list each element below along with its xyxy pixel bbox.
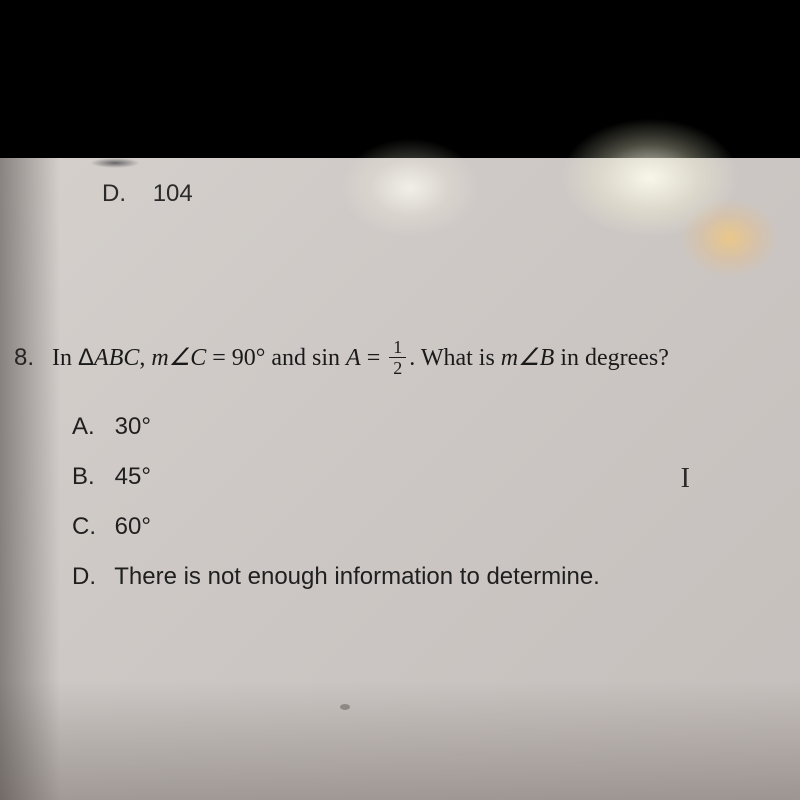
- question-suffix: in degrees?: [554, 345, 669, 371]
- fraction-denominator: 2: [389, 358, 406, 377]
- fraction-one-half: 12: [389, 338, 406, 377]
- screen-glare-center: [340, 138, 480, 238]
- vignette-bottom: [0, 680, 800, 800]
- equals-sign: =: [361, 345, 387, 371]
- answer-option-c: C. 60°: [72, 513, 600, 541]
- option-letter: C.: [72, 513, 108, 541]
- angle-c: m∠C: [151, 345, 206, 371]
- question-text-prefix: In: [52, 345, 78, 371]
- option-letter: D.: [72, 563, 108, 591]
- vignette-left: [0, 158, 60, 800]
- answer-option-b: B. 45°: [72, 463, 600, 491]
- option-letter: D.: [102, 180, 126, 207]
- smudge-mark: [90, 158, 140, 168]
- question-8: 8. In ΔABC, m∠C = 90° and sin A = 12. Wh…: [14, 340, 780, 379]
- comma: ,: [139, 345, 151, 371]
- answer-choices: A. 30° B. 45° C. 60° D. There is not eno…: [72, 413, 600, 613]
- option-text: There is not enough information to deter…: [114, 563, 600, 590]
- option-text: 60°: [115, 513, 151, 540]
- screen-glare-warm: [680, 198, 780, 278]
- option-text: 30°: [115, 413, 151, 440]
- answer-option-d: D. There is not enough information to de…: [72, 563, 600, 591]
- screen-glare: [560, 118, 740, 238]
- fraction-numerator: 1: [389, 338, 406, 358]
- answer-option-a: A. 30°: [72, 413, 600, 441]
- triangle-symbol: Δ: [78, 344, 94, 371]
- dust-speck: [340, 704, 350, 710]
- previous-answer-option-d: D. 104: [102, 180, 193, 208]
- option-letter: B.: [72, 463, 108, 491]
- question-number: 8.: [14, 344, 34, 371]
- option-text: 45°: [115, 463, 151, 490]
- document-page: D. 104 8. In ΔABC, m∠C = 90° and sin A =…: [0, 158, 800, 800]
- triangle-name: ABC: [94, 345, 139, 371]
- sin-variable: A: [346, 345, 361, 371]
- option-value: 104: [153, 180, 193, 207]
- option-letter: A.: [72, 413, 108, 441]
- period-what-is: . What is: [409, 345, 501, 371]
- angle-b: m∠B: [501, 345, 555, 371]
- text-cursor-icon: I: [681, 463, 690, 495]
- equals-90-sin: = 90° and sin: [206, 345, 346, 371]
